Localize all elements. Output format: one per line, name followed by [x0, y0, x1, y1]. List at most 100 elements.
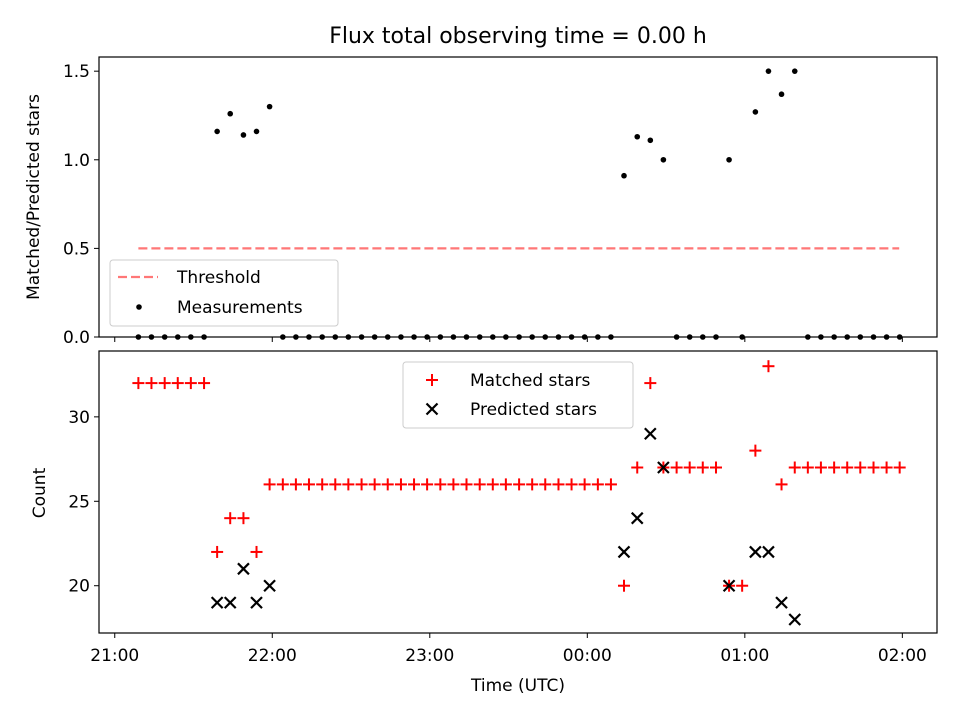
legend-measurements-swatch — [136, 304, 142, 310]
matched-star-point — [762, 360, 775, 373]
matched-star-point — [513, 478, 526, 491]
marker-stroke — [788, 613, 802, 626]
matched-star-point — [342, 478, 355, 491]
matched-star-point — [263, 478, 276, 491]
matched-star-point — [447, 478, 460, 491]
measurement-point — [188, 334, 194, 340]
predicted-star-point — [644, 427, 657, 441]
matched-star-point — [237, 512, 250, 525]
measurement-point — [568, 334, 575, 340]
measurement-point — [293, 334, 299, 340]
measurement-point — [713, 334, 719, 340]
matched-star-point — [880, 461, 893, 474]
matched-star-point — [368, 478, 381, 491]
marker-stroke — [749, 545, 762, 559]
x-tick-label: 00:00 — [563, 646, 612, 666]
matched-star-point — [775, 478, 788, 491]
measurement-point — [240, 132, 247, 138]
measurement-point — [529, 334, 535, 340]
measurement-point — [332, 334, 339, 340]
y-tick-label: 0.0 — [63, 328, 90, 348]
measurement-point — [581, 334, 588, 340]
predicted-star-point — [223, 596, 237, 609]
marker-stroke — [630, 511, 644, 525]
predicted-star-point — [263, 579, 276, 592]
measurement-point — [319, 334, 326, 340]
matched-star-point — [644, 377, 657, 390]
predicted-star-point — [762, 545, 775, 559]
measurement-point — [398, 334, 404, 340]
top-legend: Threshold Measurements — [109, 259, 339, 327]
x-tick-label: 23:00 — [405, 646, 454, 666]
measurement-point — [739, 334, 745, 340]
measurement-point — [621, 172, 627, 179]
matched-star-point — [710, 461, 723, 474]
measurement-point — [542, 334, 549, 340]
measurement-point — [870, 334, 877, 340]
matched-star-point — [408, 478, 421, 491]
measurement-point — [805, 334, 811, 340]
measurement-point — [726, 156, 732, 163]
measurement-point — [673, 334, 680, 340]
matched-star-point — [460, 478, 473, 491]
predicted-star-point — [657, 461, 670, 474]
matched-star-point — [696, 461, 709, 474]
measurement-point — [424, 334, 430, 340]
measurement-point — [463, 334, 470, 340]
matched-star-point — [604, 478, 617, 491]
legend-frame — [402, 361, 634, 429]
matched-star-point — [618, 579, 631, 592]
legend-matched-label: Matched stars — [470, 371, 590, 391]
measurement-point — [647, 137, 654, 144]
measurement-point — [595, 334, 601, 340]
bottom-x-axis-label: Time (UTC) — [470, 676, 565, 696]
predicted-star-point — [630, 511, 644, 525]
predicted-star-point — [210, 596, 224, 609]
measurement-point — [516, 334, 522, 340]
matched-star-point — [578, 478, 591, 491]
matched-star-point — [394, 478, 407, 491]
legend-matched-swatch — [426, 374, 438, 386]
y-tick-label: 1.5 — [63, 62, 90, 82]
measurement-point — [818, 334, 824, 340]
y-tick-label: 30 — [68, 408, 90, 428]
measurement-point — [280, 334, 286, 340]
measurement-point — [699, 334, 706, 340]
matched-star-point — [801, 461, 814, 474]
matched-star-point — [893, 461, 906, 474]
matched-star-point — [526, 478, 539, 491]
marker-stroke — [722, 579, 736, 592]
measurement-point — [752, 109, 759, 115]
matched-star-point — [184, 377, 197, 390]
matched-star-point — [289, 478, 302, 491]
matched-star-point — [591, 478, 604, 491]
matched-star-point — [224, 512, 237, 525]
y-tick-label: 25 — [68, 492, 90, 512]
legend-predicted-label: Predicted stars — [470, 400, 597, 420]
matched-star-point — [867, 461, 880, 474]
measurement-point — [791, 68, 798, 74]
matched-star-point — [211, 545, 224, 558]
matched-star-point — [158, 377, 171, 390]
measurement-point — [253, 128, 260, 135]
measurement-point — [844, 334, 851, 340]
predicted-star-point — [775, 596, 788, 609]
measurement-point — [555, 334, 562, 340]
legend-measurements-label: Measurements — [177, 298, 303, 318]
measurement-point — [831, 334, 837, 340]
marker-stroke — [644, 427, 657, 441]
matched-star-point — [552, 478, 565, 491]
matched-star-point — [421, 478, 434, 491]
measurement-point — [896, 334, 903, 340]
matched-star-point — [565, 478, 578, 491]
matched-star-point — [828, 461, 841, 474]
y-tick-label: 0.5 — [63, 239, 90, 259]
bottom-plot-area: 20 25 30 21:00 22:00 23:00 00:00 01:00 02:00 Matc… — [68, 350, 938, 666]
measurement-point — [306, 334, 312, 340]
measurement-point — [148, 334, 155, 340]
matched-star-point — [683, 461, 696, 474]
matched-star-point — [841, 461, 854, 474]
measurement-point — [608, 334, 614, 340]
matched-star-point — [539, 478, 552, 491]
